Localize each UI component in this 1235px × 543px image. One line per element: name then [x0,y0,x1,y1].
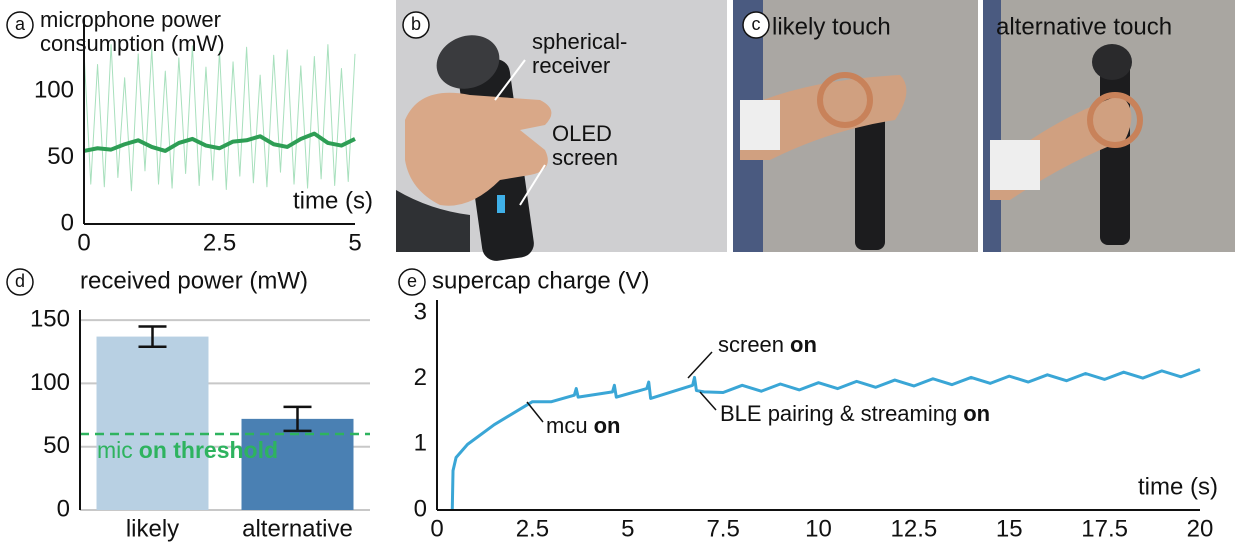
data-line [84,134,355,151]
x-tick-label: 10 [805,515,832,542]
annotation-leader [700,392,716,410]
x-tick-label: 7.5 [706,515,739,542]
y-tick-label: 0 [57,495,70,522]
y-tick-label: 0 [414,495,427,522]
photo-caption: alternative touch [996,13,1172,40]
annotation-text: screen [718,332,784,357]
y-tick-label: 50 [47,143,74,170]
x-tick-label: 0 [430,515,443,542]
annotation-text: BLE pairing & streaming [720,401,957,426]
x-tick-label: 2.5 [516,515,549,542]
annotation-bold: on [963,401,990,426]
x-tick-label: alternative [242,515,353,542]
photo-caption: likely touch [772,13,891,40]
x-axis-label: time (s) [1138,473,1218,500]
annotation-bold: on [594,413,621,438]
panel-label: b [411,14,421,34]
panel-label: c [752,14,761,34]
bar [97,337,209,510]
bar [242,419,354,510]
y-tick-label: 1 [414,430,427,457]
y-tick-label: 2 [414,364,427,391]
panel-label: e [407,271,417,291]
annotation-leader [688,352,712,378]
x-tick-label: likely [126,515,179,542]
y-tick-label: 50 [43,432,70,459]
figure: a b c d e likely touch alternative touch… [0,0,1235,543]
x-tick-label: 0 [77,229,90,256]
annotation-text: mcu [546,413,588,438]
y-tick-label: 0 [61,209,74,236]
y-tick-label: 100 [30,369,70,396]
data-line [452,370,1200,510]
annotation-text: mic [97,437,133,463]
x-tick-label: 5 [621,515,634,542]
photo-annotation: OLED screen [552,122,632,170]
x-tick-label: 15 [996,515,1023,542]
y-tick-label: 3 [414,298,427,325]
x-tick-label: 5 [348,229,361,256]
y-tick-label: 100 [34,76,74,103]
x-tick-label: 20 [1187,515,1214,542]
chart-title: microphone power consumption (mW) [40,8,270,56]
panel-label: a [15,14,26,34]
figure-graphics: a b c d e likely touch alternative touch… [0,0,1235,543]
annotation-leader [527,402,543,422]
chart-title: received power (mW) [80,267,308,294]
x-tick-label: 17.5 [1081,515,1128,542]
x-tick-label: 2.5 [203,229,236,256]
annotation-bold: on threshold [139,437,278,463]
data-line [84,45,355,191]
panel-label: d [15,271,25,291]
x-tick-label: 12.5 [891,515,938,542]
annotation-bold: on [790,332,817,357]
chart-title: supercap charge (V) [432,267,649,294]
y-tick-label: 150 [30,305,70,332]
photo-annotation: spherical-receiver [532,30,632,78]
x-axis-label: time (s) [293,187,373,214]
